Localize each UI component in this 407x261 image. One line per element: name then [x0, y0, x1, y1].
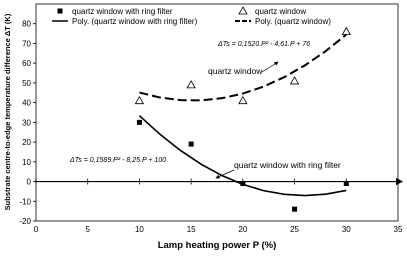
y-tick-label: -20 — [19, 217, 31, 226]
legend-label: Poly. (quartz window) — [255, 17, 331, 26]
y-tick-label: 20 — [22, 138, 31, 147]
legend-swatch — [57, 8, 63, 14]
x-tick-label: 10 — [135, 225, 144, 234]
point — [343, 181, 349, 187]
fit-line — [139, 33, 347, 102]
x-tick-label: 30 — [342, 225, 351, 234]
point — [289, 76, 300, 85]
y-tick-label: 50 — [22, 79, 31, 88]
legend-swatch — [238, 6, 248, 15]
x-tick-label: 20 — [238, 225, 247, 234]
y-tick-label: 30 — [22, 118, 31, 127]
point — [188, 141, 194, 147]
point — [292, 206, 298, 212]
y-tick-label: 0 — [27, 178, 32, 187]
y-tick-label: 80 — [22, 20, 31, 29]
y-tick-label: 70 — [22, 39, 31, 48]
plot-frame — [35, 3, 399, 222]
annotation: ΔTs = 0,1589.P² - 8,25.P + 100 — [69, 157, 166, 164]
y-tick-label: 40 — [22, 99, 31, 108]
annotation: quartz window — [208, 66, 263, 76]
y-tick-label: -10 — [19, 197, 31, 206]
legend-label: quartz window — [255, 7, 306, 16]
point — [186, 80, 196, 89]
fit-line — [138, 115, 347, 197]
arrow — [215, 169, 235, 179]
annotation: quartz window with ring filter — [234, 160, 341, 170]
x-tick-label: 35 — [394, 225, 403, 234]
point — [341, 26, 351, 36]
legend-label: quartz window with ring filter — [72, 7, 173, 16]
y-tick-label: 60 — [22, 59, 31, 68]
annotation: ΔTs = 0,1520.P² - 4,61.P + 76 — [217, 41, 310, 48]
x-axis-label: Lamp heating power P (%) — [158, 240, 277, 251]
y-axis-label: Substrate centre-to-edge temperature dif… — [3, 13, 12, 210]
arrow — [261, 61, 279, 73]
x-tick-label: 25 — [290, 225, 299, 234]
x-tick-label: 15 — [187, 225, 196, 234]
legend-label: Poly. (quartz window with ring filter) — [72, 17, 198, 26]
y-tick-label: 10 — [22, 158, 31, 167]
point — [134, 95, 145, 105]
point — [136, 119, 142, 125]
x-tick-label: 5 — [85, 225, 90, 234]
x-tick-label: 0 — [34, 225, 39, 234]
point — [238, 95, 248, 105]
